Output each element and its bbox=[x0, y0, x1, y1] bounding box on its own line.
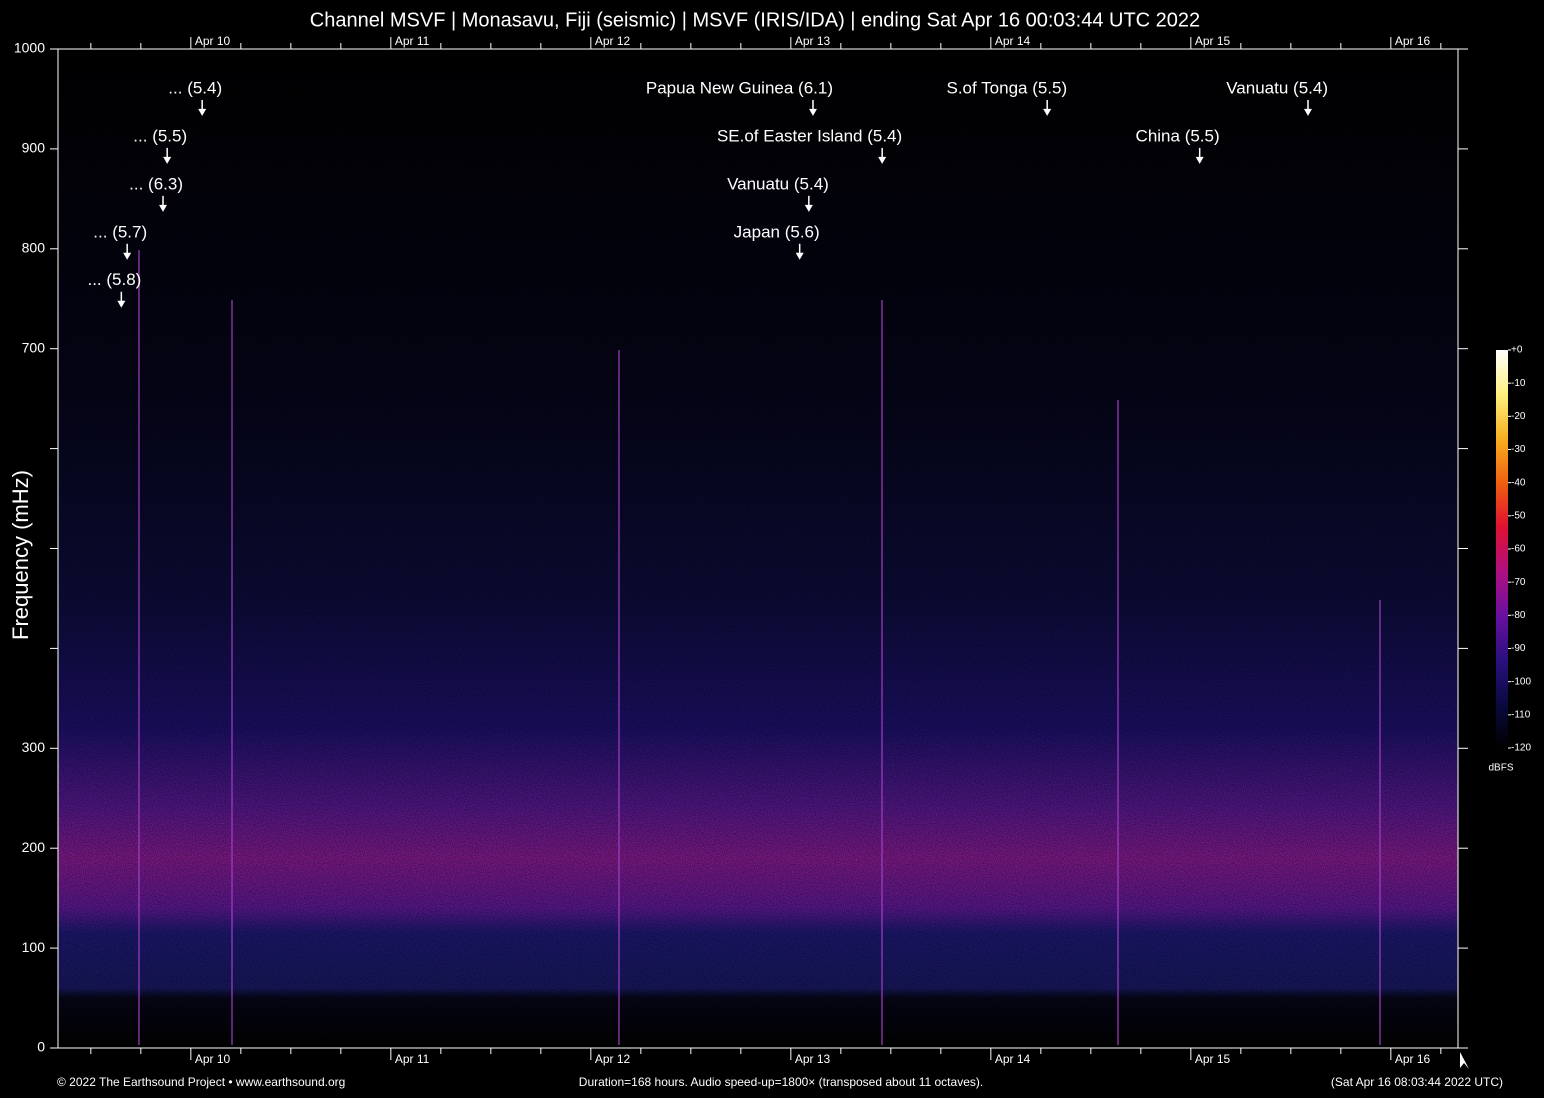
cursor bbox=[1460, 1052, 1469, 1069]
colorbar-tick-label: -110 bbox=[1511, 709, 1531, 720]
annotation-label: ... (5.5) bbox=[133, 126, 187, 145]
footer-right: (Sat Apr 16 08:03:44 2022 UTC) bbox=[1331, 1075, 1503, 1089]
colorbar-tick-label: -70 bbox=[1511, 577, 1526, 588]
annotation-arrowhead bbox=[878, 156, 887, 164]
x-tick-label-top: Apr 12 bbox=[595, 34, 631, 48]
annotation-arrowhead bbox=[809, 108, 817, 116]
annotation-label: Papua New Guinea (6.1) bbox=[646, 78, 833, 97]
chart-title: Channel MSVF | Monasavu, Fiji (seismic) … bbox=[310, 9, 1200, 31]
colorbar-tick-label: -80 bbox=[1511, 610, 1526, 621]
x-tick-label: Apr 13 bbox=[795, 1052, 831, 1066]
x-tick-label-top: Apr 10 bbox=[195, 34, 231, 48]
colorbar-tick-label: -20 bbox=[1511, 411, 1526, 422]
x-tick-label: Apr 11 bbox=[395, 1052, 430, 1066]
x-tick-label: Apr 15 bbox=[1195, 1052, 1231, 1066]
y-axis-label: Frequency (mHz) bbox=[8, 470, 33, 640]
y-tick-label: 700 bbox=[22, 339, 46, 355]
annotation-arrowhead bbox=[159, 204, 167, 212]
annotation-label: S.of Tonga (5.5) bbox=[947, 78, 1068, 97]
annotation-label: ... (5.8) bbox=[87, 270, 141, 289]
y-tick-label: 300 bbox=[22, 739, 46, 755]
annotation-label: Vanuatu (5.4) bbox=[1226, 78, 1328, 97]
x-tick-label: Apr 16 bbox=[1395, 1052, 1431, 1066]
y-tick-label: 200 bbox=[22, 839, 46, 855]
annotation-arrowhead bbox=[1043, 108, 1052, 116]
annotation-label: ... (6.3) bbox=[129, 174, 183, 193]
x-tick-label: Apr 12 bbox=[595, 1052, 631, 1066]
annotation-arrowhead bbox=[795, 252, 804, 260]
annotation-label: Japan (5.6) bbox=[734, 222, 820, 241]
x-tick-label-top: Apr 13 bbox=[795, 34, 831, 48]
colorbar-label: dBFS bbox=[1488, 763, 1513, 774]
y-tick-label: 0 bbox=[37, 1039, 45, 1055]
x-tick-label-top: Apr 14 bbox=[995, 34, 1031, 48]
annotation-arrowhead bbox=[117, 300, 126, 308]
x-tick-label-top: Apr 16 bbox=[1395, 34, 1431, 48]
x-tick-label: Apr 10 bbox=[195, 1052, 231, 1066]
annotation-label: China (5.5) bbox=[1136, 126, 1220, 145]
annotation-arrowhead bbox=[1304, 108, 1312, 116]
annotation-label: ... (5.4) bbox=[168, 78, 222, 97]
colorbar-tick-label: -30 bbox=[1511, 444, 1526, 455]
annotation-label: ... (5.7) bbox=[93, 222, 147, 241]
annotation-arrowhead bbox=[123, 252, 132, 260]
colorbar-tick-label: -120 bbox=[1511, 743, 1531, 754]
y-tick-label: 1000 bbox=[14, 40, 45, 56]
colorbar-tick-label: -90 bbox=[1511, 643, 1526, 654]
annotation-arrowhead bbox=[1195, 156, 1204, 164]
colorbar-tick-label: -40 bbox=[1511, 477, 1526, 488]
x-tick-label-top: Apr 15 bbox=[1195, 34, 1231, 48]
footer-left: © 2022 The Earthsound Project • www.eart… bbox=[57, 1075, 345, 1089]
x-tick-label-top: Apr 11 bbox=[395, 34, 430, 48]
annotation-label: Vanuatu (5.4) bbox=[727, 174, 829, 193]
spectrogram-noise bbox=[58, 49, 1458, 1048]
y-tick-label: 800 bbox=[22, 240, 46, 256]
footer-center: Duration=168 hours. Audio speed-up=1800×… bbox=[579, 1075, 983, 1089]
annotation-arrowhead bbox=[163, 156, 172, 164]
annotation-label: SE.of Easter Island (5.4) bbox=[717, 126, 902, 145]
y-tick-label: 900 bbox=[22, 140, 46, 156]
colorbar-tick-label: -60 bbox=[1511, 544, 1526, 555]
colorbar-tick-label: -10 bbox=[1511, 378, 1526, 389]
colorbar-tick-label: +0 bbox=[1511, 345, 1523, 356]
annotation-arrowhead bbox=[198, 108, 207, 116]
x-tick-label: Apr 14 bbox=[995, 1052, 1031, 1066]
y-tick-label: 100 bbox=[22, 939, 46, 955]
colorbar-tick-label: -100 bbox=[1511, 676, 1531, 687]
colorbar-tick-label: -50 bbox=[1511, 510, 1526, 521]
event-streaks bbox=[138, 250, 1381, 1045]
annotation-arrowhead bbox=[804, 204, 813, 212]
colorbar bbox=[1496, 350, 1508, 748]
